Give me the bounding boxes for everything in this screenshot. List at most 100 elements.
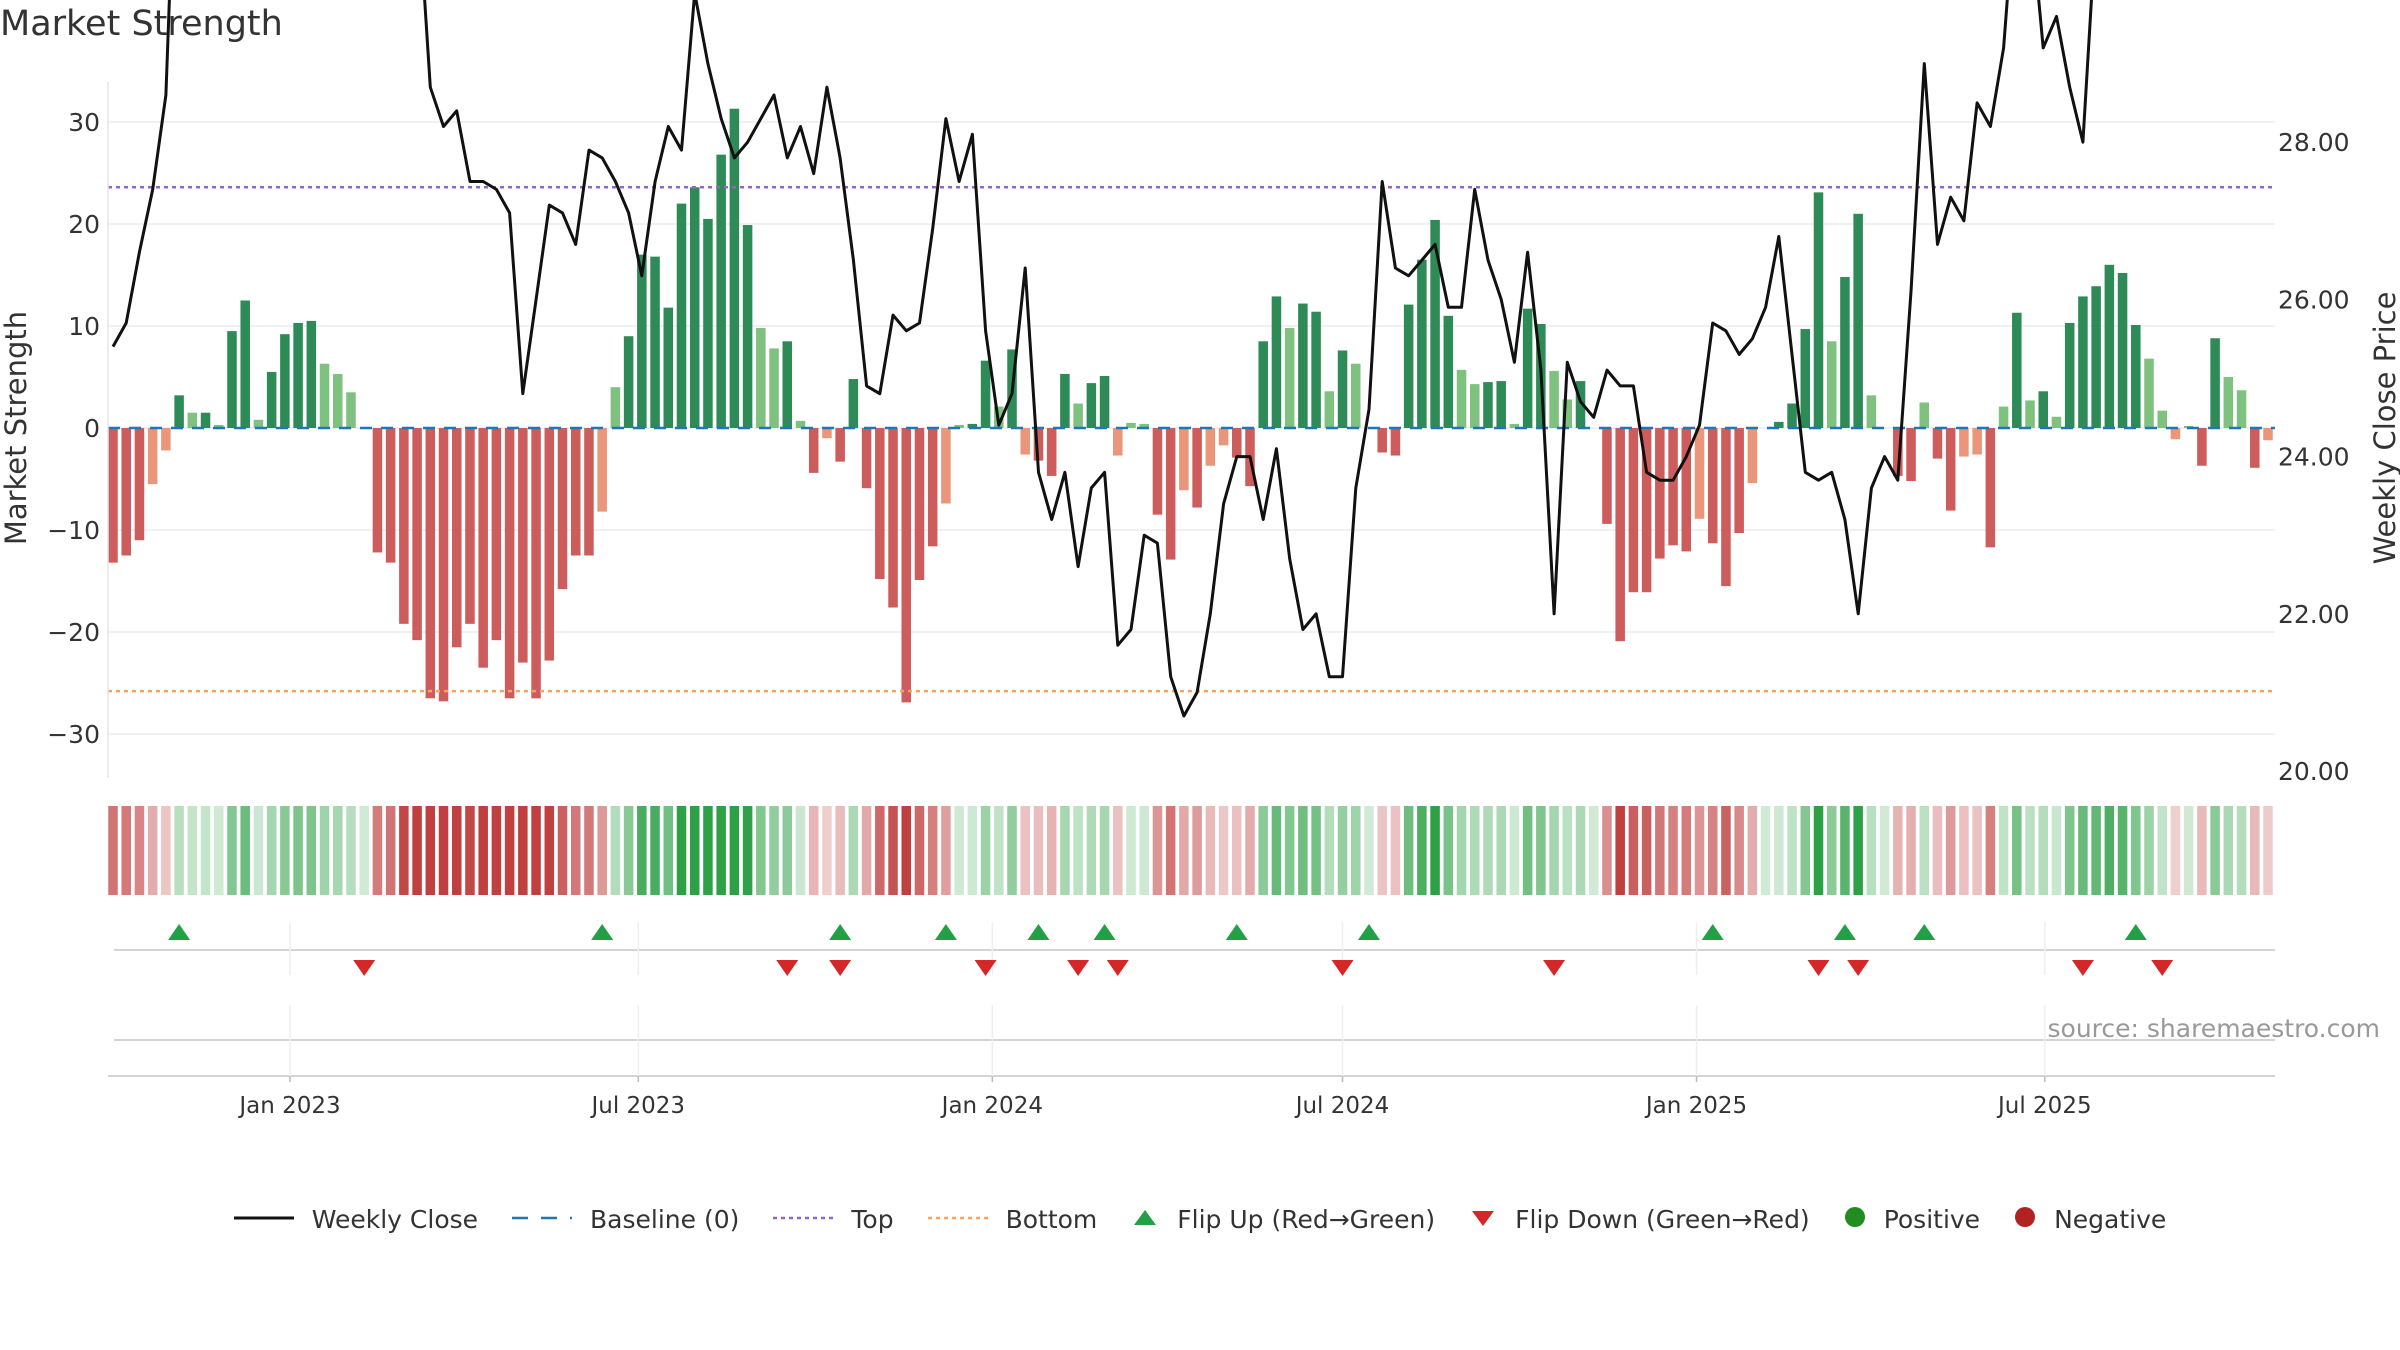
strength-bar	[266, 371, 277, 428]
heat-cell	[822, 806, 832, 895]
y-tick-label: 0	[84, 414, 100, 443]
strength-bar	[385, 428, 396, 563]
heat-cell	[1033, 806, 1044, 895]
heat-cell	[2157, 806, 2167, 895]
heat-cell	[2064, 806, 2075, 895]
strength-bar	[306, 320, 317, 428]
strength-bar	[2012, 312, 2022, 428]
heat-cell	[848, 806, 859, 895]
strength-bar	[888, 428, 898, 608]
heat-cell	[1932, 806, 1943, 895]
strength-bar	[623, 336, 634, 428]
heat-cell	[1218, 806, 1229, 895]
heat-cell	[1232, 806, 1242, 895]
axes: −30 −20 −10 0 10 20 30 20.00 22.00 24.00 26.00 28.0…	[0, 82, 2400, 1119]
heat-cell	[1681, 806, 1692, 895]
strength-bar	[1681, 428, 1692, 552]
heat-cell	[121, 806, 131, 895]
heat-cell	[597, 806, 607, 895]
heat-cell	[1483, 806, 1493, 895]
weekly-close-layer	[111, 0, 2093, 718]
heat-cell	[914, 806, 925, 895]
x-tick-label: Jul 2023	[589, 1093, 685, 1119]
heat-cell	[1258, 806, 1268, 895]
strength-bar	[1271, 296, 1282, 428]
heat-cell	[1906, 806, 1916, 895]
strength-bar	[1284, 328, 1295, 428]
strength-bar	[2144, 358, 2154, 428]
heat-cell	[1536, 806, 1546, 895]
strength-bar	[2250, 428, 2260, 468]
heat-cell	[1959, 806, 1969, 895]
heat-cell	[1893, 806, 1903, 895]
x-tick-label: Jul 2025	[1996, 1093, 2092, 1119]
section-dividers	[108, 922, 2275, 1077]
heat-cell	[1020, 806, 1030, 895]
heat-cell	[200, 806, 211, 895]
strength-bar	[491, 428, 502, 641]
x-tick-label: Jan 2025	[1644, 1093, 1747, 1119]
legend-item-flip-up: Flip Up (Red→Green)	[1131, 1205, 1435, 1234]
heat-cell	[2051, 806, 2062, 895]
strength-bar	[2091, 286, 2101, 428]
strength-bar	[174, 395, 184, 428]
strength-bar	[1866, 395, 1877, 428]
y2-tick-label: 22.00	[2278, 600, 2350, 629]
strength-bar	[1192, 428, 1202, 508]
y2-axis-title: Weekly Close Price	[2368, 292, 2400, 565]
strength-bar	[1813, 192, 1824, 428]
strength-bar	[504, 428, 515, 699]
strength-bar	[1073, 403, 1083, 428]
strength-bar	[650, 256, 660, 428]
heat-cell	[161, 806, 171, 895]
heat-cell	[1179, 806, 1189, 895]
legend-item-negative: Negative	[2014, 1205, 2166, 1234]
legend-item-positive: Positive	[1844, 1205, 1980, 1234]
strength-bar	[980, 360, 991, 428]
strength-bar	[1985, 428, 1996, 548]
heat-cell	[1985, 806, 1996, 895]
heat-cell	[266, 806, 277, 895]
strength-bar	[1483, 382, 1493, 428]
strength-bar	[332, 373, 343, 428]
heat-cell	[1707, 806, 1718, 895]
level-lines	[108, 186, 2275, 693]
heat-cell	[676, 806, 687, 895]
heat-cell	[451, 806, 462, 895]
strength-bar	[901, 428, 912, 703]
heat-cell	[2263, 806, 2273, 895]
flip-up-marker	[1357, 924, 1380, 940]
heat-cell	[1774, 806, 1784, 895]
strength-bar	[1893, 428, 1903, 476]
strength-bar	[822, 428, 832, 439]
strength-bar	[1787, 403, 1797, 428]
strength-bar	[2197, 428, 2207, 466]
strength-bar	[1126, 422, 1136, 428]
strength-bar	[610, 387, 621, 428]
page-title: Market Strength	[0, 4, 283, 44]
strength-bar	[1060, 373, 1070, 428]
heat-cell	[253, 806, 264, 895]
heat-cell	[1734, 806, 1744, 895]
strength-bar	[1826, 341, 1837, 428]
strength-bar	[134, 428, 145, 541]
strength-bar	[1218, 428, 1229, 446]
heat-cell	[2223, 806, 2234, 895]
strength-bar	[1707, 428, 1718, 544]
heat-cell	[795, 806, 806, 895]
heat-cell	[1972, 806, 1982, 895]
strength-bar	[835, 428, 845, 462]
heat-cell	[1152, 806, 1163, 895]
heat-cell	[1866, 806, 1877, 895]
heat-cell	[332, 806, 343, 895]
heat-cell	[2197, 806, 2207, 895]
heat-cell	[1879, 806, 1890, 895]
strength-bar	[1099, 375, 1110, 428]
heat-cell	[478, 806, 488, 895]
heat-cell	[808, 806, 819, 895]
strength-bar	[967, 423, 978, 428]
strength-bar	[1020, 428, 1030, 455]
heat-cell	[412, 806, 422, 895]
heat-cell	[729, 806, 740, 895]
strength-bar	[1152, 428, 1163, 515]
